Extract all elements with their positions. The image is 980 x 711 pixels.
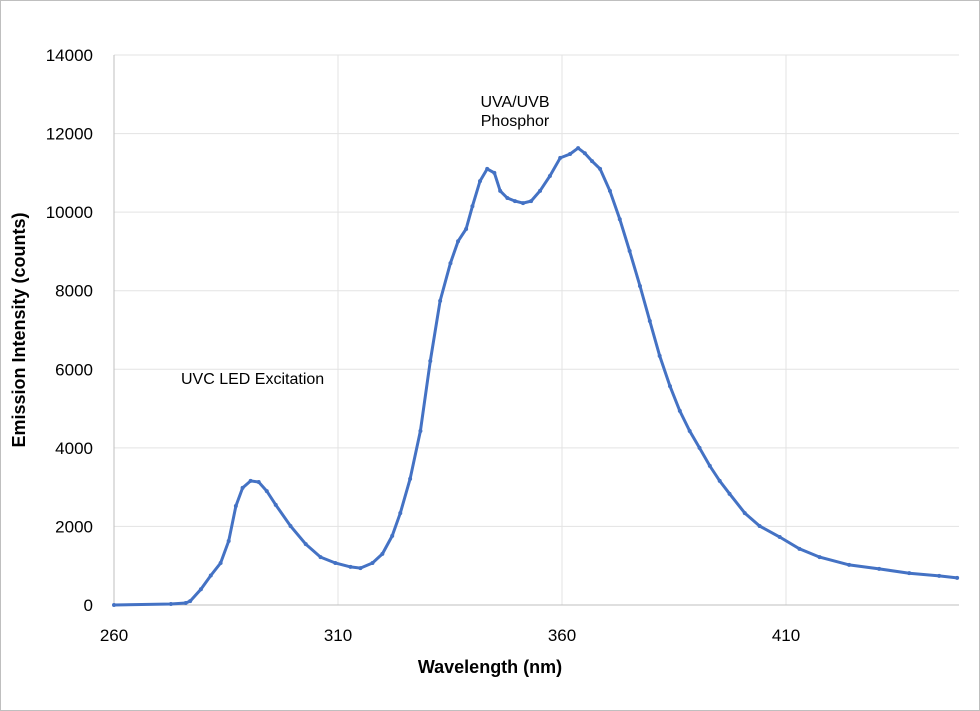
- y-tick-label: 2000: [55, 517, 93, 536]
- data-point: [448, 261, 453, 266]
- data-point: [667, 384, 672, 389]
- data-point: [226, 538, 231, 543]
- data-point: [657, 353, 662, 358]
- y-tick-label: 10000: [46, 203, 93, 222]
- data-point: [558, 155, 563, 160]
- data-point: [697, 445, 702, 450]
- data-point: [687, 428, 692, 433]
- data-point: [955, 575, 960, 580]
- data-point: [233, 504, 238, 508]
- data-point: [188, 599, 193, 604]
- data-point: [568, 152, 573, 156]
- data-point: [727, 491, 732, 496]
- data-point: [380, 551, 385, 556]
- data-point: [456, 239, 461, 244]
- data-point: [370, 560, 375, 565]
- x-axis-title: Wavelength (nm): [418, 657, 562, 677]
- data-point: [218, 560, 223, 565]
- data-point: [485, 166, 490, 171]
- data-point: [717, 478, 722, 483]
- data-point: [742, 511, 747, 516]
- data-point: [303, 542, 308, 547]
- data-point: [183, 601, 188, 606]
- y-tick-label: 12000: [46, 125, 93, 144]
- data-point: [707, 463, 712, 468]
- data-point: [470, 204, 475, 209]
- tick-labels: 0 2000 4000 6000 8000 10000 12000 14000 260 310 36…: [46, 46, 800, 645]
- data-point: [418, 428, 423, 433]
- data-point: [547, 174, 552, 178]
- y-tick-label: 8000: [55, 282, 93, 301]
- data-point: [907, 571, 912, 576]
- data-point: [757, 524, 762, 529]
- series-points: [112, 146, 960, 607]
- x-tick-label: 310: [324, 626, 352, 645]
- y-tick-label: 4000: [55, 439, 93, 458]
- axes: [113, 55, 959, 606]
- data-point: [208, 573, 213, 578]
- data-point: [478, 179, 483, 184]
- data-point: [390, 533, 395, 538]
- data-point: [273, 502, 278, 507]
- data-point: [398, 511, 403, 516]
- y-axis-title: Emission Intensity (counts): [9, 212, 29, 447]
- data-point: [318, 555, 323, 560]
- data-point: [438, 298, 443, 303]
- data-point: [877, 566, 882, 571]
- data-point: [348, 564, 353, 569]
- annotation-phosphor: Phosphor: [481, 113, 550, 130]
- data-point: [538, 188, 543, 193]
- data-point: [647, 318, 652, 323]
- data-point: [576, 146, 581, 151]
- data-point: [408, 476, 413, 481]
- data-point: [529, 199, 534, 204]
- data-point: [582, 151, 587, 156]
- data-point: [777, 535, 782, 540]
- data-point: [464, 227, 469, 232]
- data-point: [797, 546, 802, 551]
- data-point: [498, 188, 503, 193]
- data-point: [288, 524, 293, 529]
- data-point: [112, 603, 116, 607]
- data-point: [598, 166, 603, 171]
- y-tick-label: 14000: [46, 46, 93, 65]
- data-point: [937, 573, 942, 578]
- x-tick-label: 360: [548, 626, 576, 645]
- data-point: [677, 408, 682, 413]
- annotation-uva-uvb: UVA/UVB: [480, 94, 549, 111]
- y-tick-label: 0: [84, 596, 93, 615]
- data-point: [617, 217, 622, 222]
- data-point: [627, 249, 632, 254]
- data-point: [607, 188, 612, 193]
- data-point: [256, 480, 261, 485]
- data-point: [358, 566, 363, 571]
- data-point: [505, 196, 510, 200]
- data-point: [521, 201, 526, 206]
- y-tick-label: 6000: [55, 360, 93, 379]
- data-point: [428, 359, 433, 364]
- data-point: [817, 555, 822, 560]
- annotation-uvc: UVC LED Excitation: [181, 371, 324, 388]
- data-point: [492, 170, 497, 175]
- data-point: [333, 560, 338, 565]
- data-point: [264, 489, 269, 494]
- data-point: [590, 159, 595, 164]
- data-point: [637, 284, 642, 288]
- gridlines: [114, 54, 959, 605]
- data-point: [847, 562, 852, 567]
- x-tick-label: 410: [772, 626, 800, 645]
- x-tick-label: 260: [100, 626, 128, 645]
- data-point: [198, 587, 203, 592]
- data-point: [512, 199, 517, 204]
- data-point: [248, 478, 253, 483]
- data-point: [240, 485, 245, 490]
- data-point: [168, 602, 173, 607]
